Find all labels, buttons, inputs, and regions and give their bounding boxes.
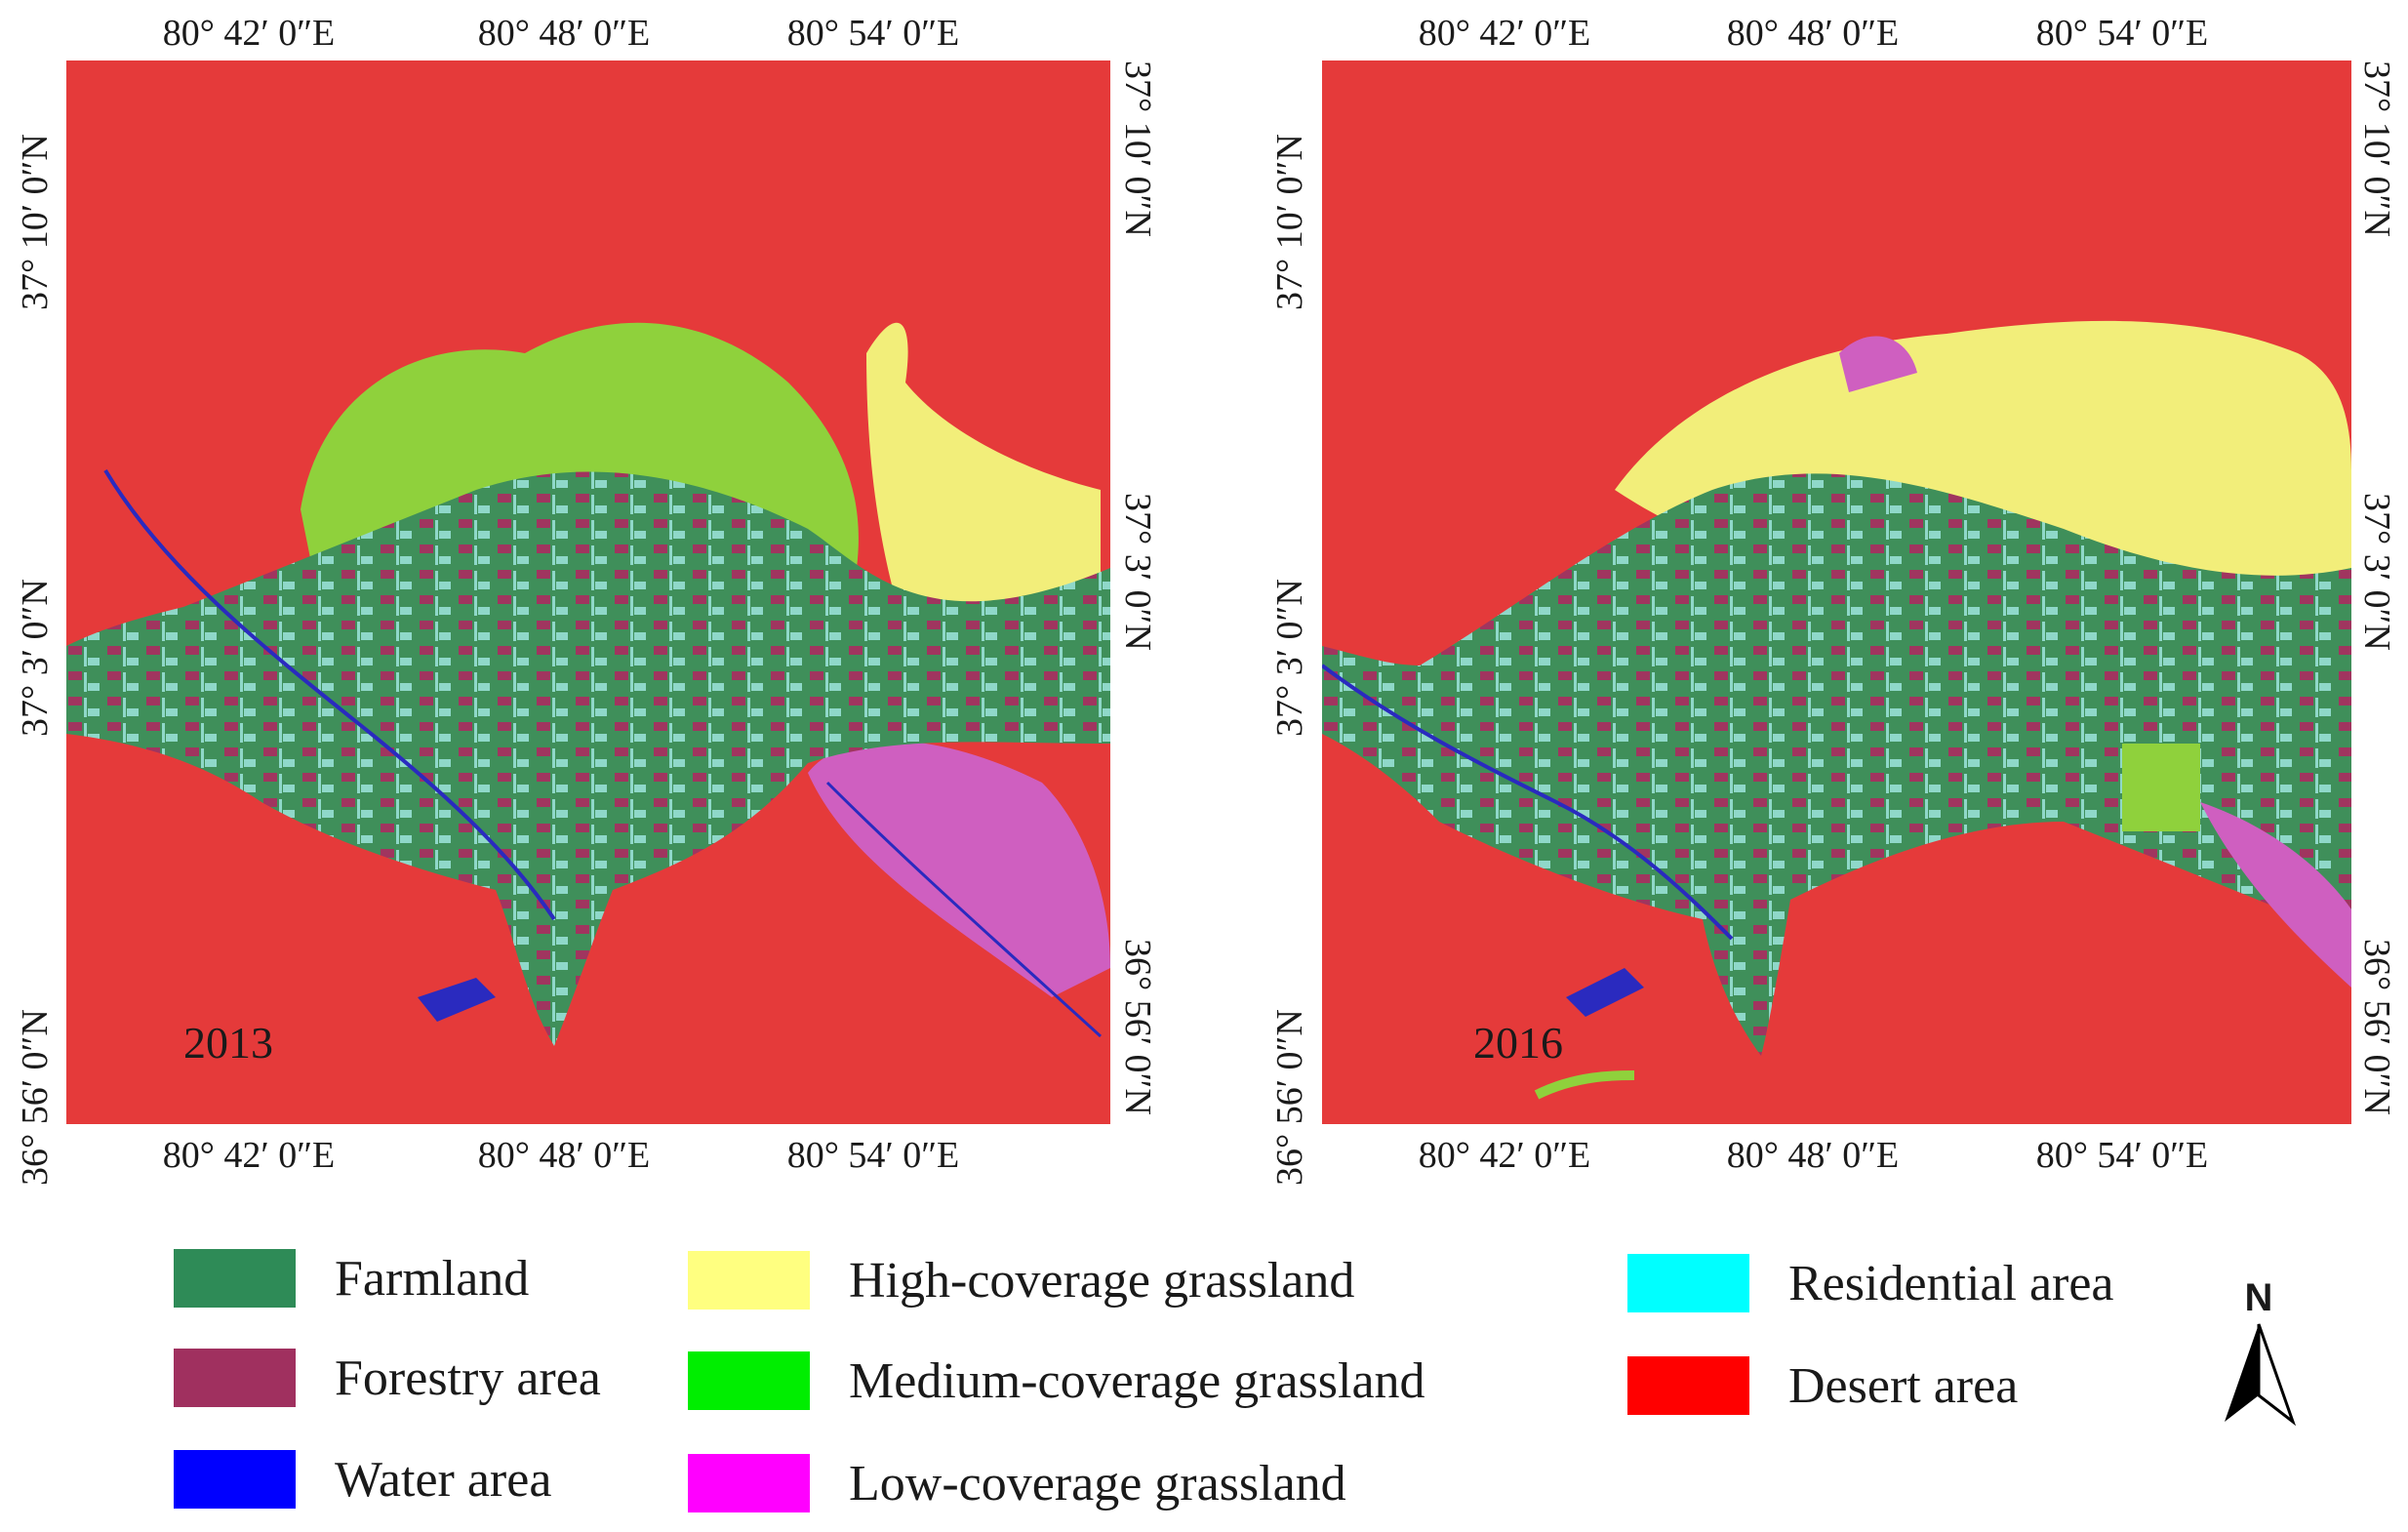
map-2016-lon-bottom-3: 80° 54′ 0″E: [2035, 1135, 2209, 1176]
map-2013-lon-top-1: 80° 42′ 0″E: [162, 13, 336, 54]
map-2016-lon-top-3: 80° 54′ 0″E: [2035, 13, 2209, 54]
legend-item-farmland: Farmland: [174, 1249, 529, 1308]
map-2013-lat-left-2: 37° 3′ 0″N: [15, 579, 56, 737]
farmland-zone: [66, 471, 1110, 1046]
legend-label-low-grass: Low-coverage grassland: [849, 1455, 1346, 1512]
farmland-zone: [1322, 473, 2351, 1056]
low-grass-patch-north: [1839, 336, 1917, 392]
legend-item-forestry: Forestry area: [174, 1349, 601, 1407]
map-2013-lat-left-1: 37° 10′ 0″N: [15, 134, 56, 310]
map-2016-lon-top-2: 80° 48′ 0″E: [1726, 13, 1900, 54]
low-grass-patch: [808, 741, 1110, 997]
map-2013-raster: [66, 60, 1110, 1124]
legend-swatch-desert: [1627, 1356, 1749, 1415]
map-2016-lat-right-2: 37° 3′ 0″N: [2356, 493, 2397, 651]
map-2016-lon-top-1: 80° 42′ 0″E: [1418, 13, 1591, 54]
river-east-2013: [825, 781, 1103, 1038]
legend-item-high-grass: High-coverage grassland: [688, 1251, 1354, 1310]
legend-item-low-grass: Low-coverage grassland: [688, 1454, 1346, 1512]
north-arrow: N: [2215, 1276, 2303, 1427]
map-2016-lat-left-1: 37° 10′ 0″N: [1269, 134, 1310, 310]
map-2016-lat-left-2: 37° 3′ 0″N: [1269, 579, 1310, 737]
map-2016-raster: [1320, 60, 2351, 1124]
legend-label-residential: Residential area: [1788, 1255, 2114, 1311]
map-2013-lat-right-2: 37° 3′ 0″N: [1117, 493, 1158, 651]
map-2016-lat-right-1: 37° 10′ 0″N: [2356, 60, 2397, 237]
river-2013: [103, 468, 556, 921]
legend-swatch-forestry: [174, 1349, 296, 1407]
map-2013-year-label: 2013: [183, 1018, 273, 1068]
legend-label-medium-grass: Medium-coverage grassland: [849, 1352, 1425, 1409]
legend-item-water: Water area: [174, 1450, 551, 1509]
low-grass-patch-east: [2200, 802, 2351, 988]
map-2013-lon-bottom-2: 80° 48′ 0″E: [477, 1135, 651, 1176]
legend-label-desert: Desert area: [1788, 1357, 2019, 1414]
legend-label-water: Water area: [335, 1451, 552, 1508]
legend-swatch-water: [174, 1450, 296, 1509]
legend-item-residential: Residential area: [1627, 1254, 2114, 1312]
reservoir-2016: [1566, 968, 1644, 1017]
legend-label-high-grass: High-coverage grassland: [849, 1252, 1355, 1309]
map-2016-lat-left-3: 36° 56′ 0″N: [1269, 1009, 1310, 1186]
legend-label-forestry: Forestry area: [335, 1350, 601, 1406]
north-arrow-icon: [2225, 1323, 2297, 1427]
legend-label-farmland: Farmland: [335, 1250, 530, 1307]
map-2016: [1320, 60, 2351, 1124]
medium-grass-block: [2122, 744, 2200, 831]
legend-swatch-high-grass: [688, 1251, 810, 1310]
legend-swatch-medium-grass: [688, 1351, 810, 1410]
map-2013-lon-top-3: 80° 54′ 0″E: [786, 13, 960, 54]
legend-swatch-low-grass: [688, 1454, 810, 1512]
map-2013-lat-left-3: 36° 56′ 0″N: [15, 1009, 56, 1186]
legend-item-desert: Desert area: [1627, 1356, 2018, 1415]
map-2016-year-label: 2016: [1473, 1018, 1563, 1068]
map-2013-lat-right-3: 36° 56′ 0″N: [1117, 939, 1158, 1115]
reservoir-2013: [418, 978, 496, 1022]
legend-swatch-farmland: [174, 1249, 296, 1308]
map-2013-lon-top-2: 80° 48′ 0″E: [477, 13, 651, 54]
map-2013-lon-bottom-1: 80° 42′ 0″E: [162, 1135, 336, 1176]
river-2016: [1320, 664, 1734, 941]
map-2016-lat-right-3: 36° 56′ 0″N: [2356, 939, 2397, 1115]
legend-swatch-residential: [1627, 1254, 1749, 1312]
map-2013: [66, 60, 1110, 1124]
north-arrow-label: N: [2244, 1276, 2273, 1319]
map-2013-lat-right-1: 37° 10′ 0″N: [1117, 60, 1158, 237]
canal-2016: [1534, 1070, 1635, 1100]
map-2016-lon-bottom-2: 80° 48′ 0″E: [1726, 1135, 1900, 1176]
map-2013-lon-bottom-3: 80° 54′ 0″E: [786, 1135, 960, 1176]
legend-item-medium-grass: Medium-coverage grassland: [688, 1351, 1425, 1410]
map-2016-lon-bottom-1: 80° 42′ 0″E: [1418, 1135, 1591, 1176]
